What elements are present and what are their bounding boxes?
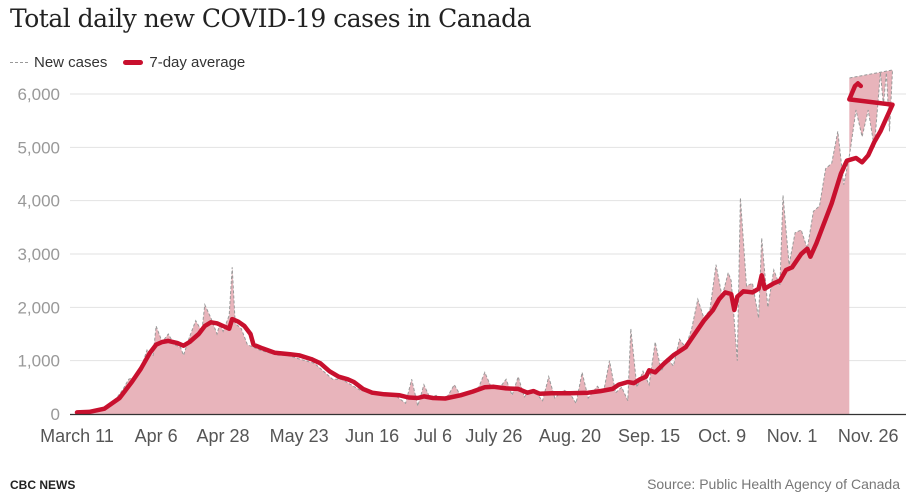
x-tick-label: Jun 16 [345,426,399,446]
x-tick-label: Oct. 9 [698,426,746,446]
x-tick-label: May 23 [270,426,329,446]
legend-average-swatch [123,60,144,65]
y-tick-label: 1,000 [17,352,60,371]
x-tick-label: Nov. 1 [767,426,818,446]
cbc-news-logo: CBC NEWS [10,478,76,492]
y-tick-label: 3,000 [17,245,60,264]
x-tick-label: Sep. 15 [618,426,680,446]
y-tick-label: 2,000 [17,298,60,317]
legend: New cases 7-day average [10,54,245,71]
source-note: Source: Public Health Agency of Canada [647,476,900,492]
legend-average-label: 7-day average [149,54,246,71]
new-cases-line [76,69,894,413]
chart-plot: 0 1,000 2,000 3,000 4,000 5,000 6,000 March 11 A… [17,69,906,446]
x-tick-label: July 26 [465,426,522,446]
legend-new-cases-swatch [10,62,28,63]
y-tick-label: 0 [51,405,60,424]
x-tick-label: Apr 28 [197,426,250,446]
seven-day-average-line [74,81,895,415]
legend-new-cases-label: New cases [34,54,108,71]
x-tick-label: Apr 6 [135,426,178,446]
x-tick-label: Nov. 26 [838,426,899,446]
y-tick-label: 4,000 [17,192,60,211]
x-tick-label: Jul 6 [414,426,452,446]
x-tick-label: Aug. 20 [539,426,601,446]
x-tick-label: March 11 [40,426,114,446]
chart-title: Total daily new COVID-19 cases in Canada [10,4,532,33]
y-tick-label: 5,000 [17,138,60,157]
new-cases-area [77,70,893,414]
y-tick-label: 6,000 [17,85,60,104]
